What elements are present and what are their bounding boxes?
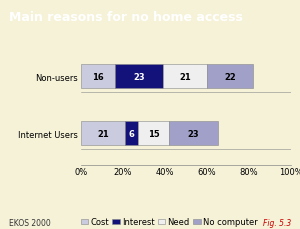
Text: Main reasons for no home access: Main reasons for no home access [9,11,243,24]
Bar [207,65,253,89]
Bar [169,122,218,146]
Text: 6: 6 [128,129,134,138]
Text: 23: 23 [188,129,199,138]
Text: 22: 22 [224,73,236,82]
Bar [81,122,125,146]
Text: Fig. 5.3: Fig. 5.3 [263,218,291,227]
Bar [81,65,115,89]
Bar [125,122,138,146]
Legend: Cost, Interest, Need, No computer: Cost, Interest, Need, No computer [78,214,261,229]
Text: 23: 23 [133,73,145,82]
Bar [163,65,207,89]
Text: 15: 15 [148,129,159,138]
Text: 21: 21 [97,129,109,138]
Text: 21: 21 [179,73,191,82]
Bar [115,65,163,89]
Bar [138,122,169,146]
Text: EKOS 2000: EKOS 2000 [9,218,51,227]
Text: 16: 16 [92,73,104,82]
